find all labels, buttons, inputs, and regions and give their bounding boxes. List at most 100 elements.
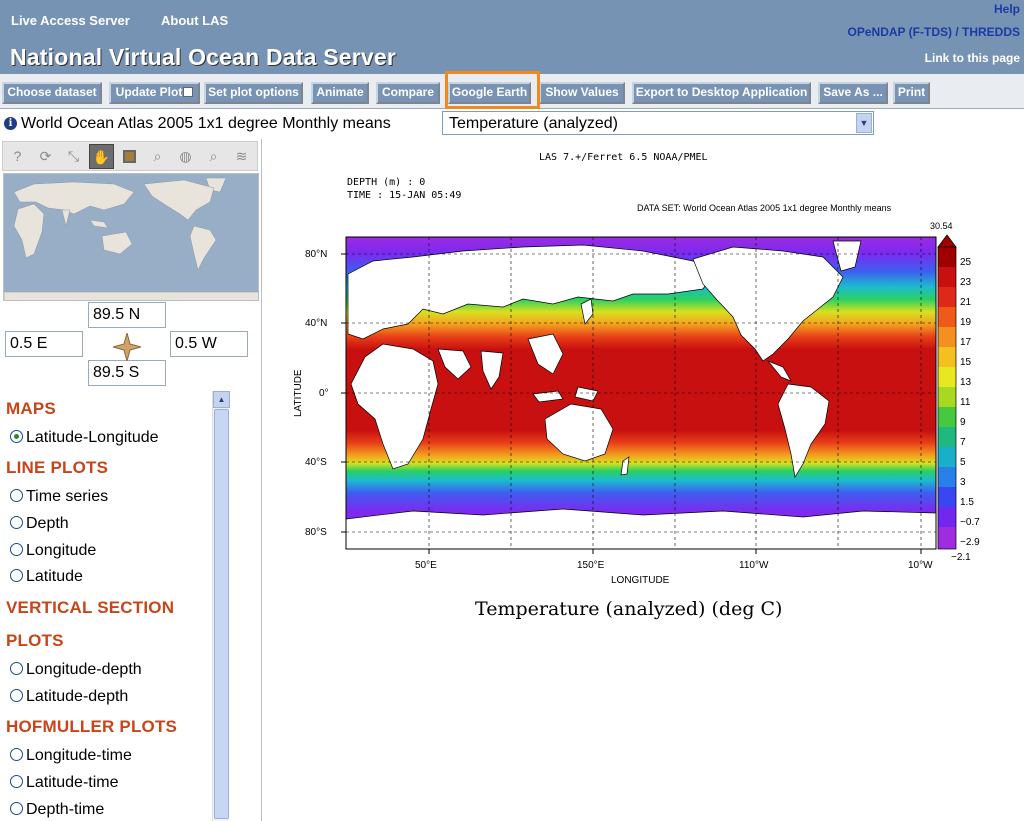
colorbar-label: 5 (960, 457, 966, 468)
lat-depth-label: Latitude-depth (26, 688, 129, 705)
reference-minimap[interactable] (3, 173, 259, 301)
animate-button[interactable]: Animate (311, 82, 369, 104)
lat-tick-label: 80°S (305, 527, 327, 538)
colorbar-max-label: 30.54 (930, 221, 953, 231)
export-desktop-button[interactable]: Export to Desktop Application (632, 82, 811, 104)
radio-lat-time[interactable] (10, 775, 23, 788)
time-series-label: Time series (26, 488, 109, 505)
chevron-down-icon[interactable]: ▼ (856, 113, 872, 133)
pan-hand-icon[interactable]: ✋ (89, 144, 114, 169)
radio-time-series[interactable] (10, 489, 23, 502)
vertical-section-heading-2: PLOTS (6, 631, 64, 650)
plot-depth-text: DEPTH (m) : 0 (347, 177, 426, 188)
plot-list-scrollbar[interactable]: ▲ (212, 391, 230, 821)
radio-depth[interactable] (10, 516, 23, 529)
east-bound-input[interactable]: 0.5 E (5, 331, 83, 357)
plot-option-longitude[interactable]: Longitude (10, 542, 96, 560)
colorbar-min-label: −2.1 (951, 552, 971, 563)
temperature-map-plot[interactable] (263, 139, 1024, 599)
opendap-thredds-link[interactable]: OPeNDAP (F-TDS) / THREDDS (847, 25, 1020, 39)
depth-label: Depth (26, 515, 69, 532)
refresh-icon[interactable]: ⟳ (39, 148, 52, 164)
lon-tick-label: 110°W (739, 560, 769, 571)
help-icon[interactable]: ? (13, 148, 22, 164)
plot-option-lat-time[interactable]: Latitude-time (10, 774, 119, 792)
radio-lon-time[interactable] (10, 748, 23, 761)
choose-dataset-button[interactable]: Choose dataset (2, 82, 102, 104)
radio-longitude[interactable] (10, 543, 23, 556)
info-icon[interactable]: i (4, 117, 17, 130)
link-to-this-page[interactable]: Link to this page (924, 51, 1020, 65)
set-plot-options-button[interactable]: Set plot options (204, 82, 303, 104)
south-bound-input[interactable]: 89.5 S (88, 360, 166, 386)
plot-gridlines (346, 237, 936, 549)
variable-select[interactable]: Temperature (analyzed) ▼ (442, 111, 874, 135)
zoom-out-icon[interactable]: ⌕ (209, 148, 218, 164)
lat-tick-label: 40°N (305, 318, 328, 329)
globe-icon[interactable]: ◍ (179, 148, 192, 164)
colorbar-label: 23 (960, 277, 972, 288)
plot-option-latitude[interactable]: Latitude (10, 568, 83, 586)
west-bound-input[interactable]: 0.5 W (170, 331, 248, 357)
colorbar-label: −2.9 (960, 537, 980, 548)
lat-tick-label: 80°N (305, 249, 328, 260)
plot-dataset-text: DATA SET: World Ocean Atlas 2005 1x1 deg… (637, 203, 892, 213)
site-title: National Virtual Ocean Data Server (10, 44, 397, 70)
toolbar: Choose dataset Update Plot Set plot opti… (0, 74, 1024, 109)
select-box-icon[interactable] (117, 144, 142, 169)
plot-option-depth-time[interactable]: Depth-time (10, 801, 104, 819)
vertical-section-heading: VERTICAL SECTION (6, 598, 175, 617)
update-plot-button[interactable]: Update Plot (109, 82, 200, 104)
colorbar-label: 17 (960, 337, 972, 348)
layers-icon[interactable]: ≋ (235, 148, 248, 164)
north-bound-input[interactable]: 89.5 N (88, 302, 166, 328)
plot-option-lon-time[interactable]: Longitude-time (10, 747, 132, 765)
about-las-link[interactable]: About LAS (161, 13, 229, 28)
print-button[interactable]: Print (893, 82, 930, 104)
show-values-button[interactable]: Show Values (539, 82, 625, 104)
colorbar-label: 15 (960, 357, 972, 368)
update-plot-label: Update Plot (115, 85, 183, 99)
lat-tick-label: 0° (319, 388, 329, 399)
depth-time-label: Depth-time (26, 801, 105, 818)
plot-option-depth[interactable]: Depth (10, 515, 69, 533)
variable-select-value: Temperature (analyzed) (449, 115, 618, 132)
map-toolbar: ? ⟳ ⤡ ✋ ⌕ ◍ ⌕ ≋ (2, 141, 258, 171)
radio-lat-lon[interactable] (10, 430, 23, 443)
scrollbar-thumb[interactable] (214, 409, 229, 819)
zoom-in-icon[interactable]: ⌕ (153, 148, 162, 164)
radio-depth-time[interactable] (10, 802, 23, 815)
compass-icon (113, 333, 141, 361)
colorbar-label: 11 (960, 397, 971, 408)
radio-lat-depth[interactable] (10, 689, 23, 702)
plot-header-text: LAS 7.+/Ferret 6.5 NOAA/PMEL (539, 152, 708, 163)
minimap-continents (4, 174, 258, 300)
plot-title: Temperature (analyzed) (deg C) (475, 598, 783, 620)
plot-option-lat-depth[interactable]: Latitude-depth (10, 688, 128, 706)
google-earth-button[interactable]: Google Earth (448, 82, 531, 104)
colorbar-label: 19 (960, 317, 972, 328)
left-panel: ? ⟳ ⤡ ✋ ⌕ ◍ ⌕ ≋ (0, 139, 262, 821)
live-access-server-link[interactable]: Live Access Server (11, 13, 130, 28)
plot-option-lat-lon[interactable]: Latitude-Longitude (10, 429, 159, 447)
zoom-box-icon[interactable]: ⤡ (67, 148, 80, 164)
auto-update-checkbox[interactable] (183, 87, 194, 97)
header-bar: Live Access Server About LAS Help OPeNDA… (0, 0, 1024, 74)
radio-latitude[interactable] (10, 569, 23, 582)
plot-option-time-series[interactable]: Time series (10, 488, 108, 506)
plot-type-list: MAPS Latitude-Longitude LINE PLOTS Time … (0, 391, 212, 821)
scroll-up-icon[interactable]: ▲ (213, 391, 230, 408)
save-as-button[interactable]: Save As ... (818, 82, 888, 104)
hofmuller-heading: HOFMULLER PLOTS (6, 717, 178, 736)
maps-heading: MAPS (6, 399, 56, 418)
colorbar-label: 3 (960, 477, 966, 488)
radio-lon-depth[interactable] (10, 662, 23, 675)
lon-tick-label: 10°W (908, 560, 933, 571)
plot-option-lon-depth[interactable]: Longitude-depth (10, 661, 142, 679)
colorbar-label: 21 (960, 297, 972, 308)
lon-tick-label: 150°E (577, 560, 605, 571)
dataset-name: World Ocean Atlas 2005 1x1 degree Monthl… (21, 115, 391, 132)
lon-depth-label: Longitude-depth (26, 661, 142, 678)
help-link[interactable]: Help (993, 2, 1020, 16)
compare-button[interactable]: Compare (376, 82, 440, 104)
